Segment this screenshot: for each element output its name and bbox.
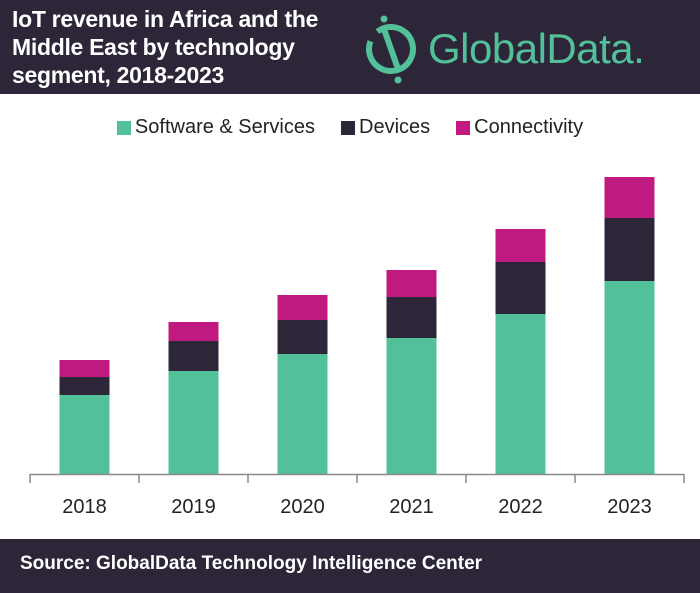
stacked-bar-chart: 2018 2019 2020 2021 2022 2023 [29, 177, 685, 518]
bar-software-services-2018 [59, 395, 110, 474]
x-tick-labels: 2018 2019 2020 2021 2022 2023 [62, 496, 652, 518]
legend-swatch-devices [341, 120, 355, 135]
legend-label: Software & Services [134, 116, 315, 138]
x-axis [29, 473, 685, 483]
chart-title-line: IoT revenue in Africa and the [12, 6, 319, 32]
source-note: Source: GlobalData Technology Intelligen… [20, 553, 483, 574]
x-tick-label: 2023 [607, 496, 652, 518]
bar-software-services-2022 [495, 314, 546, 474]
x-tick-label: 2018 [62, 496, 107, 518]
bar-software-services-2020 [277, 354, 328, 474]
bar-connectivity-2021 [386, 270, 437, 297]
bar-devices-2021 [386, 297, 437, 338]
chart-title: IoT revenue in Africa and the Middle Eas… [12, 5, 357, 89]
bar-devices-2022 [495, 262, 546, 314]
bar-software-services-2023 [604, 281, 655, 474]
legend-item-connectivity: Connectivity [456, 116, 583, 139]
bar-connectivity-2022 [495, 229, 546, 262]
legend-swatch-connectivity [456, 120, 471, 135]
chart-legend: Software & Services Devices Connectivity [0, 116, 700, 139]
bar-devices-2018 [59, 377, 110, 395]
x-tick-label: 2019 [171, 496, 216, 518]
legend-item-software: Software & Services [116, 116, 315, 139]
x-tick-label: 2021 [389, 496, 434, 518]
legend-label: Devices [359, 116, 431, 138]
bar-connectivity-2019 [168, 322, 219, 341]
bar-software-services-2019 [168, 371, 219, 474]
globaldata-logo-icon [366, 15, 416, 84]
legend-label: Connectivity [474, 116, 584, 138]
globaldata-logo: GlobalData. [360, 10, 645, 88]
logo-text: GlobalData. [428, 25, 645, 72]
chart-title-line: Middle East by technology [12, 34, 295, 60]
chart-footer: Source: GlobalData Technology Intelligen… [0, 539, 700, 593]
bar-devices-2019 [168, 341, 219, 371]
bars-group [59, 177, 655, 474]
x-tick-label: 2022 [498, 496, 543, 518]
bar-devices-2020 [277, 320, 328, 354]
chart-header: IoT revenue in Africa and the Middle Eas… [0, 0, 700, 94]
x-tick-label: 2020 [280, 496, 325, 518]
bar-software-services-2021 [386, 338, 437, 474]
bar-devices-2023 [604, 218, 655, 281]
legend-swatch-software [116, 120, 131, 135]
bar-connectivity-2018 [59, 360, 110, 377]
bar-connectivity-2020 [277, 295, 328, 320]
bar-connectivity-2023 [604, 177, 655, 218]
chart-title-line: segment, 2018-2023 [12, 62, 224, 88]
legend-item-devices: Devices [341, 116, 430, 139]
